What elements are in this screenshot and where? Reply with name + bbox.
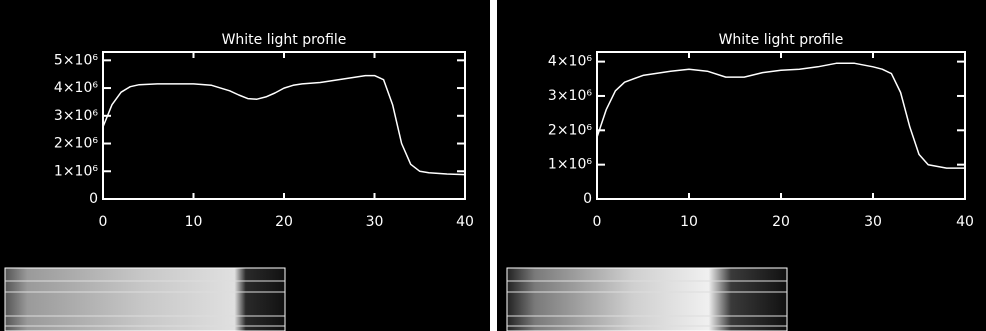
thumbnail: [5, 268, 285, 331]
y-tick-label: 0: [89, 191, 98, 207]
x-tick-label: 30: [366, 214, 384, 230]
y-tick-label: 2×10⁶: [548, 122, 592, 138]
x-tick-label: 0: [99, 214, 108, 230]
thumbnail: [507, 268, 787, 331]
x-tick-label: 40: [456, 214, 474, 230]
y-tick-label: 1×10⁶: [54, 163, 98, 179]
x-tick-label: 40: [956, 214, 974, 230]
x-tick-label: 20: [275, 214, 293, 230]
chart-title: White light profile: [719, 32, 844, 48]
y-tick-label: 0: [583, 191, 592, 207]
y-tick-label: 4×10⁶: [54, 80, 98, 96]
y-tick-label: 4×10⁶: [548, 54, 592, 70]
y-tick-label: 3×10⁶: [54, 108, 98, 124]
y-tick-label: 2×10⁶: [54, 136, 98, 152]
x-tick-label: 10: [680, 214, 698, 230]
x-tick-label: 20: [772, 214, 790, 230]
y-tick-label: 3×10⁶: [548, 88, 592, 104]
screen: White light profile 0 10 20 30 40 0 1×10⁶ 2×10⁶ 3…: [0, 0, 986, 331]
y-tick-label: 5×10⁶: [54, 52, 98, 68]
y-tick-label: 1×10⁶: [548, 157, 592, 173]
chart-title: White light profile: [222, 32, 347, 48]
x-tick-label: 0: [593, 214, 602, 230]
x-tick-label: 10: [185, 214, 203, 230]
x-tick-label: 30: [864, 214, 882, 230]
